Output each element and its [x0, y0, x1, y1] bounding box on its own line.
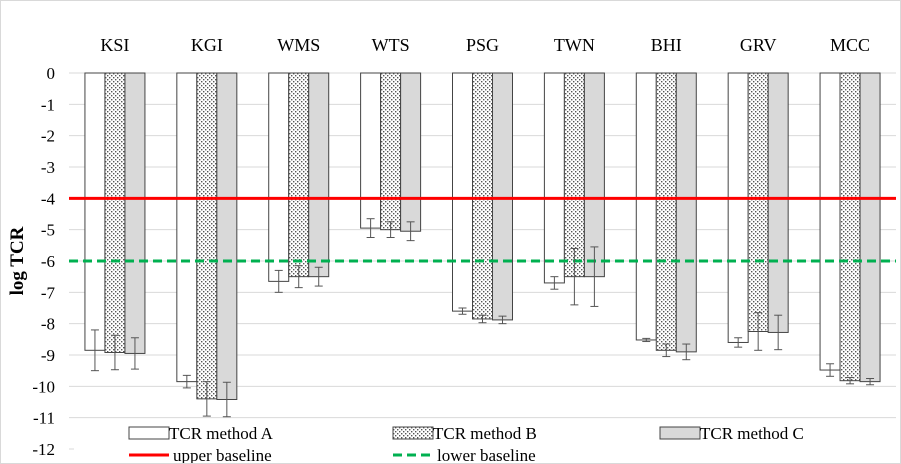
category-label: BHI — [651, 35, 682, 55]
legend-label: upper baseline — [173, 446, 272, 463]
category-label: GRV — [740, 35, 777, 55]
bar-blank — [727, 72, 749, 343]
bar-dotted — [288, 72, 310, 278]
category-label: TWN — [554, 35, 595, 55]
category-label: WMS — [277, 35, 320, 55]
bar-gray — [400, 72, 422, 232]
bar-blank — [819, 72, 841, 371]
y-tick-label: -9 — [41, 346, 55, 365]
bar-dotted — [196, 72, 218, 400]
bar-blank — [360, 72, 382, 229]
bar-gray — [216, 72, 238, 400]
bar-blank — [635, 72, 657, 341]
y-tick-label: 0 — [47, 64, 56, 83]
bar-blank — [176, 72, 198, 383]
bar-dotted — [655, 72, 677, 351]
bar-blank — [452, 72, 473, 312]
legend-label: lower baseline — [437, 446, 536, 463]
category-label: KSI — [100, 35, 129, 55]
bar-dotted — [747, 72, 769, 332]
bar-blank — [268, 72, 290, 282]
legend-label: TCR method A — [169, 424, 274, 443]
bar-dotted — [380, 72, 402, 231]
y-tick-label: -1 — [41, 95, 55, 114]
bar-gray — [583, 72, 605, 278]
y-tick-label: -7 — [41, 283, 56, 302]
bar-gray — [675, 72, 697, 353]
bar-dotted — [563, 72, 585, 278]
y-tick-label: -5 — [41, 221, 55, 240]
category-label: KGI — [191, 35, 223, 55]
legend-swatch — [659, 426, 701, 440]
y-tick-label: -12 — [32, 440, 55, 459]
bar-gray — [308, 72, 330, 278]
category-label: PSG — [466, 35, 499, 55]
legend-swatch — [128, 426, 170, 440]
legend-label: TCR method B — [433, 424, 537, 443]
bar-dotted — [839, 72, 861, 382]
y-tick-label: -8 — [41, 315, 55, 334]
y-tick-label: -11 — [33, 409, 55, 428]
y-tick-label: -6 — [41, 252, 55, 271]
category-label: MCC — [830, 35, 870, 55]
bar-gray — [124, 72, 146, 354]
y-tick-label: -2 — [41, 127, 55, 146]
y-tick-label: -4 — [41, 189, 56, 208]
category-label: WTS — [372, 35, 410, 55]
bar-gray — [859, 72, 881, 383]
y-tick-label: -3 — [41, 158, 55, 177]
legend-label: TCR method C — [700, 424, 804, 443]
bar-blank — [543, 72, 565, 284]
legend-box — [74, 421, 896, 461]
bar-gray — [492, 72, 513, 321]
y-tick-label: -10 — [32, 377, 55, 396]
y-axis-title: log TCR — [7, 226, 28, 295]
bar-dotted — [472, 72, 493, 320]
bar-gray — [767, 72, 789, 333]
bar-dotted — [104, 72, 126, 353]
bar-blank — [84, 72, 106, 351]
legend-swatch — [392, 426, 434, 440]
